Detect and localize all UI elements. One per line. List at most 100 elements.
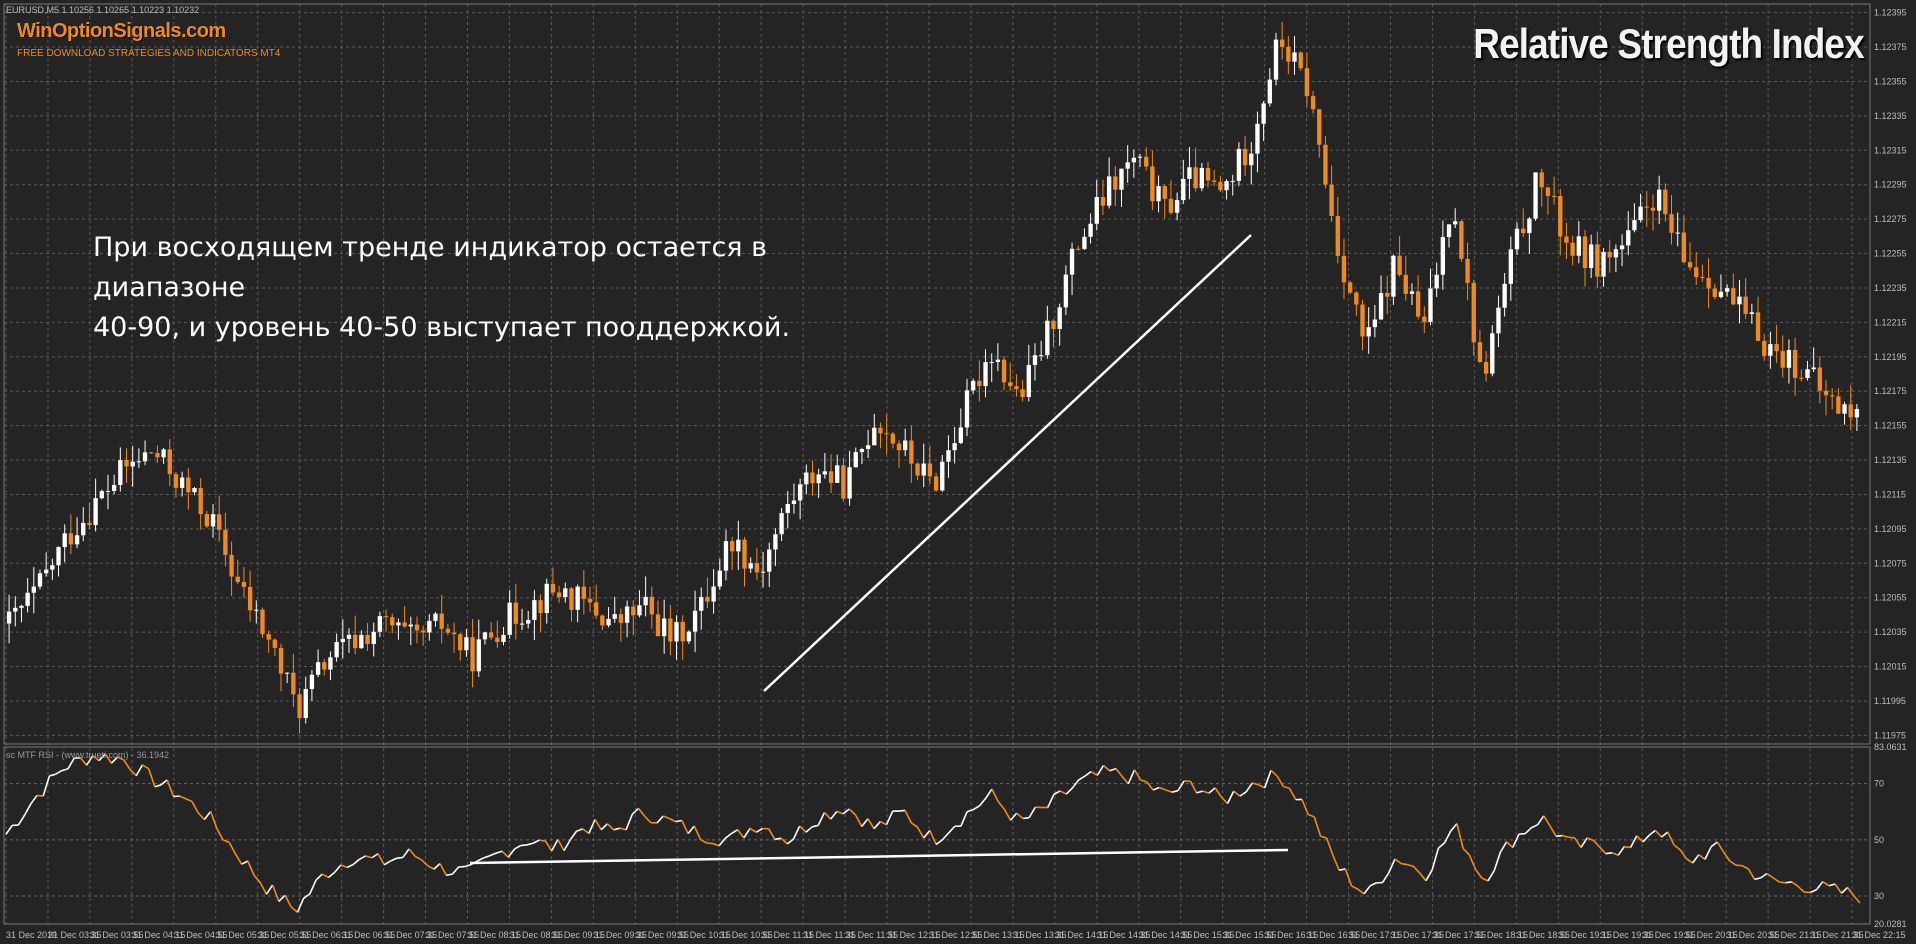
candle-body (1533, 172, 1538, 219)
candle (964, 378, 970, 437)
rsi-segment (1252, 782, 1259, 786)
rsi-tick-label: 30 (1874, 891, 1884, 901)
candle-body (1156, 186, 1161, 202)
rsi-segment (1338, 868, 1346, 872)
candle-body (1236, 148, 1242, 181)
candle-body (111, 484, 117, 491)
rsi-segment (991, 788, 999, 802)
candle (130, 445, 135, 487)
time-tick-label: 31 Dec 15:55 (1223, 930, 1277, 940)
candle-body (1496, 307, 1501, 334)
candle-body (600, 615, 605, 626)
time-tick-label: 31 Dec 18:15 (1474, 930, 1528, 940)
candle (439, 594, 444, 644)
candle (93, 478, 98, 532)
candle (1286, 35, 1291, 75)
rsi-segment (495, 850, 503, 855)
candle-body (903, 440, 908, 451)
candle (315, 649, 321, 678)
rsi-segment (910, 822, 918, 828)
candle-body (1088, 223, 1093, 237)
rsi-segment (439, 863, 447, 876)
candle-body (1471, 282, 1476, 343)
candle-body (1391, 255, 1396, 297)
rsi-segment (179, 795, 187, 800)
candle-body (933, 476, 939, 491)
rsi-segment (1245, 782, 1253, 793)
candle (1601, 248, 1606, 287)
rsi-segment (916, 826, 925, 839)
candle (260, 607, 265, 639)
candle-body (538, 600, 543, 614)
rsi-segment (1146, 781, 1154, 791)
candle (643, 576, 648, 617)
candle (1280, 22, 1285, 60)
candle-body (1687, 262, 1693, 268)
candle (977, 360, 982, 402)
candle-body (37, 573, 43, 587)
candle-body (433, 613, 438, 621)
candle-body (81, 522, 86, 536)
candle (1786, 339, 1792, 384)
candle-body (1255, 123, 1260, 154)
candle (884, 414, 889, 455)
rsi-segment (935, 839, 943, 846)
candle (952, 427, 957, 464)
rsi-segment (1369, 882, 1377, 887)
candle-body (192, 488, 197, 493)
time-tick-label: 31 Dec 09:15 (551, 930, 605, 940)
candle (74, 517, 80, 549)
price-tick-label: 1.12215 (1874, 317, 1907, 327)
candle (1094, 179, 1099, 231)
rsi-segment (1189, 780, 1198, 794)
price-tick-label: 1.12375 (1874, 42, 1907, 52)
candle-body (322, 662, 327, 670)
rsi-segment (786, 838, 794, 845)
candle-body (31, 586, 36, 593)
candle (1026, 344, 1031, 402)
candle-body (692, 610, 698, 632)
candle (1582, 229, 1588, 287)
candle-body (940, 461, 945, 491)
time-tick-label: 31 Dec 11:35 (803, 930, 856, 940)
candle-body (1780, 351, 1785, 368)
candle-body (1014, 386, 1019, 390)
rsi-segment (923, 829, 931, 839)
candle-body (1082, 236, 1087, 250)
rsi-tick-label: 83.0631 (1874, 742, 1907, 752)
candle-body (1193, 167, 1198, 189)
rsi-segment (1003, 808, 1012, 821)
candle (353, 615, 358, 655)
candle (1521, 208, 1526, 238)
rsi-segment (731, 829, 739, 835)
candle-body (62, 533, 67, 548)
candle (717, 558, 722, 591)
candle (1360, 299, 1365, 351)
candle-body (760, 571, 766, 573)
candle-body (637, 605, 642, 616)
rsi-segment (79, 757, 88, 766)
time-tick-label: 31 Dec 17:35 (1391, 930, 1445, 940)
rsi-segment (669, 817, 677, 823)
candle (612, 596, 617, 623)
price-trend-line (763, 234, 1252, 692)
candle (1212, 170, 1217, 186)
candle (1156, 175, 1161, 213)
price-tick-label: 1.12075 (1874, 558, 1907, 568)
candle-body (198, 488, 203, 515)
price-tick-label: 1.12095 (1874, 524, 1907, 534)
candle (50, 558, 55, 580)
candle (1076, 245, 1081, 251)
candle-body (260, 609, 265, 635)
candle (254, 600, 259, 624)
candle (1619, 234, 1625, 267)
rsi-segment (644, 815, 652, 824)
candle-body (1267, 79, 1272, 104)
candle (1051, 319, 1056, 348)
rsi-segment (1772, 877, 1780, 883)
candle-body (272, 639, 277, 648)
candle-body (210, 514, 216, 527)
rsi-segment (49, 773, 56, 777)
rsi-segment (216, 828, 224, 841)
candle (1205, 161, 1211, 188)
